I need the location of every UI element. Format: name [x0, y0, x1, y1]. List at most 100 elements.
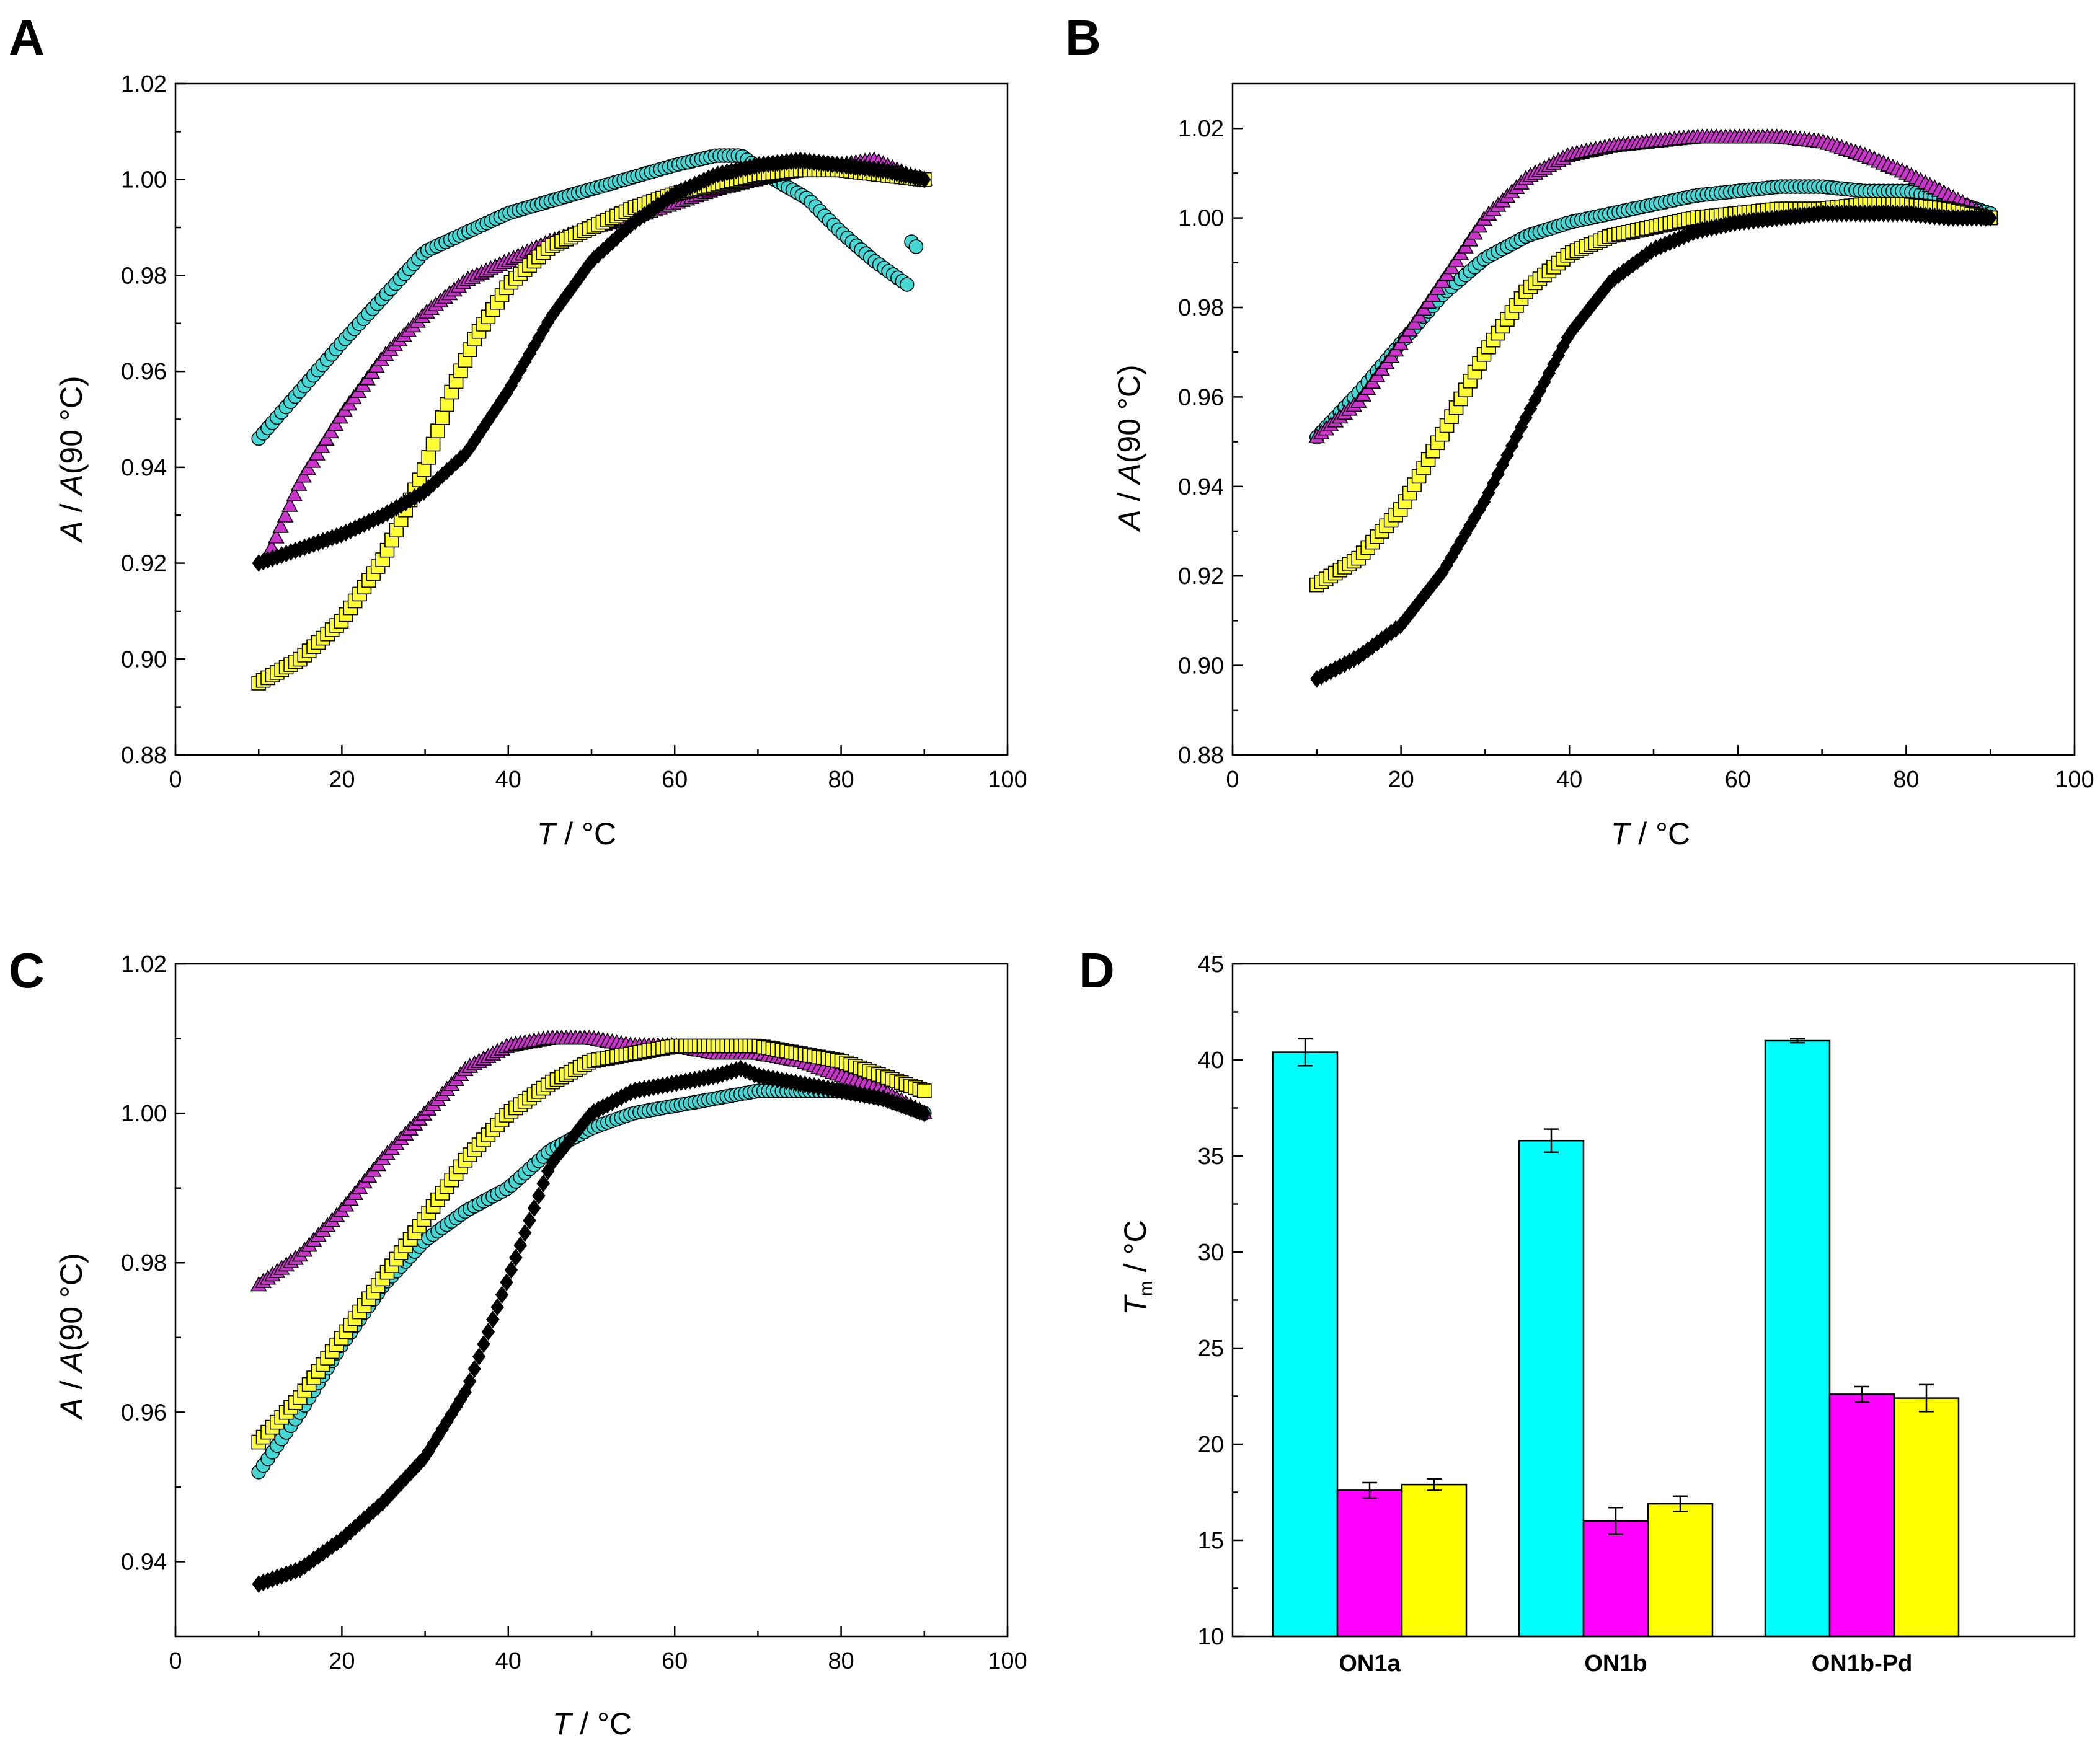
y-tick-label: 1.00 — [1178, 206, 1224, 232]
y-tick-label: 0.90 — [121, 646, 167, 673]
x-tick-label: 60 — [662, 767, 688, 793]
x-tick-label: 100 — [2055, 767, 2094, 793]
y-tick-label: 0.96 — [121, 1400, 167, 1426]
panel-c-black-point — [518, 1224, 532, 1242]
panel-c-black-point — [481, 1323, 495, 1341]
panel-a-axes: 0 20 40 60 80 100 0.88 0.90 0.92 0.94 0.96 0.98 1.00… — [121, 71, 1027, 793]
panel-b-y-axis-label: A / A(90 °C) — [1112, 364, 1146, 532]
panel-a-magenta-point — [317, 430, 335, 446]
category-label: ON1b-Pd — [1812, 1651, 1913, 1677]
panel-a-yellow-point — [439, 397, 454, 412]
panel-c-black-point — [486, 1310, 500, 1329]
panel-a-magenta-point — [267, 528, 285, 544]
panel-c-black-point — [477, 1335, 490, 1353]
y-tick-label: 0.90 — [1178, 653, 1224, 679]
x-tick-label: 0 — [1226, 767, 1239, 793]
y-tick-label: 0.96 — [121, 359, 167, 385]
panel-c-axes: 0 20 40 60 80 100 0.94 0.96 0.98 1.00 1.02 — [121, 951, 1027, 1674]
panel-b-data-marks — [1308, 128, 1999, 688]
y-tick-label: 0.96 — [1178, 384, 1224, 410]
panel-b-series-yellow — [1309, 197, 1998, 593]
panel-c-series-black — [252, 1059, 931, 1593]
y-tick-label: 1.00 — [121, 167, 167, 193]
panel-c-black-point — [513, 1236, 527, 1255]
bar-on1b-cyan — [1518, 1139, 1585, 1638]
panel-c-black-point — [472, 1348, 486, 1366]
panel-a-magenta-point — [313, 438, 330, 453]
x-tick-label: 0 — [169, 767, 182, 793]
panel-c-black-point — [527, 1199, 541, 1217]
panel-b-black-point — [1983, 209, 1997, 227]
panel-a-magenta-point — [277, 507, 294, 523]
panel-b-series-black — [1310, 205, 1997, 688]
y-tick-label: 20 — [1198, 1432, 1224, 1458]
panel-c-black-point — [536, 1174, 551, 1193]
panel-d: D ON1a ON1b ON1b-Pd 10 15 20 25 30 35 40 45 Tm / °… — [1079, 943, 2076, 1677]
panel-d-y-axis-label: Tm / °C — [1118, 1220, 1156, 1315]
bar-on1b-magenta — [1582, 1520, 1649, 1638]
panel-label-d: D — [1079, 943, 1115, 998]
y-tick-label: 10 — [1198, 1624, 1224, 1650]
panel-label-a: A — [9, 10, 45, 65]
y-tick-label: 0.92 — [1178, 563, 1224, 589]
y-tick-label: 30 — [1198, 1240, 1224, 1266]
panel-a-y-axis-label: A / A(90 °C) — [54, 376, 89, 543]
y-tick-label: 1.02 — [121, 951, 167, 977]
panel-a-yellow-point — [421, 450, 436, 465]
y-tick-label: 0.98 — [1178, 295, 1224, 321]
bar-on1a-yellow — [1401, 1483, 1468, 1638]
panel-a-yellow-point — [430, 423, 445, 438]
x-tick-label: 60 — [662, 1648, 688, 1674]
panel-a-magenta-point — [322, 423, 340, 439]
panel-c-black-point — [504, 1261, 518, 1279]
panel-c-x-axis-label: T / °C — [552, 1706, 632, 1741]
panel-a-magenta-point — [309, 445, 326, 461]
y-tick-label: 0.98 — [121, 1250, 167, 1276]
panel-a-magenta-point — [286, 486, 303, 501]
y-tick-label: 0.98 — [121, 263, 167, 289]
panel-c-black-point — [467, 1360, 481, 1378]
bar-on1b-pd-cyan — [1764, 1039, 1831, 1638]
panel-c-series-yellow — [251, 1038, 932, 1450]
panel-c-black-point — [490, 1298, 504, 1317]
panel-c-black-point — [523, 1211, 536, 1230]
x-tick-label: 100 — [988, 767, 1027, 793]
x-tick-label: 20 — [1388, 767, 1414, 793]
panel-b-x-axis-label: T / °C — [1611, 816, 1690, 851]
x-tick-label: 80 — [828, 1648, 854, 1674]
x-tick-label: 80 — [1893, 767, 1919, 793]
panel-a-series-yellow — [251, 162, 932, 691]
panel-c-black-point — [509, 1248, 523, 1267]
panel-c-yellow-point — [917, 1083, 932, 1098]
category-label: ON1b — [1584, 1651, 1647, 1677]
y-tick-label: 40 — [1198, 1048, 1224, 1074]
y-tick-label: 0.94 — [121, 1549, 167, 1575]
x-tick-label: 60 — [1725, 767, 1751, 793]
panel-a-cyan-point — [899, 277, 915, 292]
panel-a-yellow-point — [425, 436, 441, 452]
panel-c-series-cyan — [251, 1083, 932, 1480]
x-tick-label: 20 — [329, 1648, 355, 1674]
panel-b-axes: 0 20 40 60 80 100 0.88 0.90 0.92 0.94 0.96 0.98 1.00… — [1178, 82, 2094, 793]
panel-a-yellow-point — [416, 462, 432, 477]
panel-a-magenta-point — [290, 475, 308, 491]
panel-c: C 0 20 40 60 80 100 0.94 0.96 0.98 1.00 1.02 T / °… — [9, 943, 1027, 1741]
panel-d-bars — [1272, 1038, 1960, 1638]
x-tick-label: 20 — [329, 767, 355, 793]
panel-a-data-marks — [251, 148, 933, 691]
x-tick-label: 40 — [495, 1648, 521, 1674]
panel-a-cyan-point — [908, 239, 924, 254]
panel-a-magenta-point — [281, 496, 298, 512]
y-tick-label: 35 — [1198, 1144, 1224, 1170]
y-tick-label: 15 — [1198, 1528, 1224, 1554]
bar-on1b-pd-magenta — [1828, 1393, 1895, 1638]
x-tick-label: 0 — [169, 1648, 182, 1674]
panel-a-series-black — [252, 151, 931, 572]
panel-label-c: C — [9, 943, 45, 998]
panel-b-series-magenta — [1308, 128, 1999, 444]
y-tick-label: 45 — [1198, 951, 1224, 977]
panel-c-black-point — [463, 1372, 477, 1390]
panel-c-y-axis-label: A / A(90 °C) — [54, 1253, 89, 1420]
panel-a-magenta-point — [327, 415, 344, 431]
